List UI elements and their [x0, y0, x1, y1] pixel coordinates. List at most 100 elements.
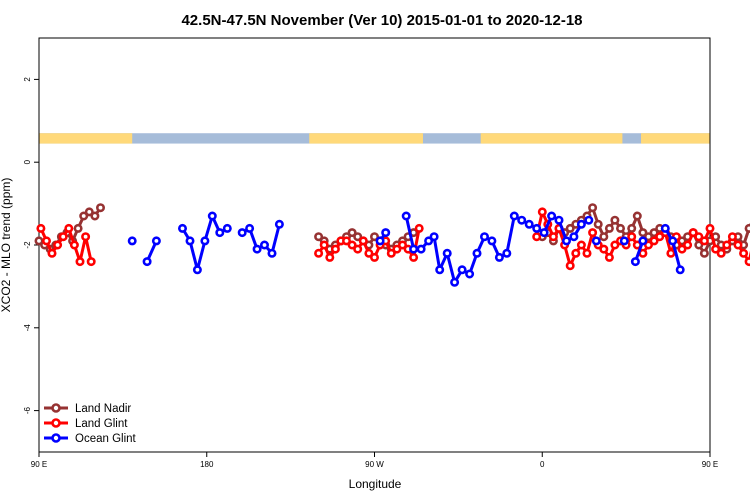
data-point	[722, 240, 732, 250]
data-point	[744, 223, 750, 233]
y-tick-label-0: 2	[23, 77, 32, 82]
data-point	[615, 223, 625, 233]
x-tick-label-4: 90 E	[702, 460, 718, 469]
data-point	[548, 232, 558, 242]
x-tick-label-3: 0	[540, 460, 545, 469]
data-point	[649, 228, 659, 238]
legend-item-1: Land Glint	[44, 418, 128, 430]
data-point	[325, 252, 335, 262]
data-point	[397, 240, 407, 250]
data-point	[649, 236, 659, 246]
data-point	[638, 236, 648, 246]
data-point	[215, 228, 225, 238]
data-point	[571, 248, 581, 258]
data-point	[435, 265, 445, 275]
data-point	[207, 211, 217, 221]
y-tick-label-3: -4	[23, 324, 32, 332]
data-point	[274, 219, 284, 229]
legend-item-0: Land Nadir	[44, 403, 131, 415]
x-axis-label: Longitude	[349, 477, 402, 491]
data-point	[569, 232, 579, 242]
chart-title: 42.5N-47.5N November (Ver 10) 2015-01-01…	[181, 12, 582, 29]
data-point	[655, 232, 665, 242]
data-point	[532, 223, 542, 233]
data-point	[694, 240, 704, 250]
data-point	[358, 236, 368, 246]
data-point	[547, 211, 557, 221]
data-point	[532, 232, 542, 242]
series-line	[404, 214, 590, 284]
series-line	[39, 226, 93, 264]
legend: Land Nadir Land Glint Ocean Glint	[44, 403, 137, 445]
series-ocean-glint	[127, 211, 685, 287]
data-point	[64, 223, 74, 233]
series-land-glint	[36, 207, 750, 271]
y-axis-ticks: 2 0 -2 -4 -6	[23, 77, 39, 414]
data-point	[509, 211, 519, 221]
data-point	[58, 232, 68, 242]
data-point	[414, 223, 424, 233]
data-point	[314, 232, 324, 242]
data-point	[75, 257, 85, 267]
x-tick-label-1: 180	[200, 460, 214, 469]
data-point	[353, 232, 363, 242]
data-point	[429, 232, 439, 242]
legend-label: Land Nadir	[75, 403, 131, 415]
data-point	[353, 244, 363, 254]
data-point	[627, 232, 637, 242]
legend-marker	[51, 403, 61, 413]
data-point	[643, 232, 653, 242]
data-point	[245, 223, 255, 233]
data-point	[442, 248, 452, 258]
plot-border	[38, 37, 711, 453]
data-point	[192, 265, 202, 275]
data-point	[537, 207, 547, 217]
data-point	[252, 244, 262, 254]
data-point	[178, 223, 188, 233]
x-tick-label-0: 90 E	[31, 460, 47, 469]
data-point	[524, 219, 534, 229]
data-point	[381, 228, 391, 238]
data-point	[561, 236, 571, 246]
data-point	[457, 265, 467, 275]
data-point	[668, 236, 678, 246]
data-point	[392, 244, 402, 254]
land-strip-2	[480, 133, 623, 144]
data-point	[610, 215, 620, 225]
land-ocean-strip	[39, 133, 710, 144]
data-point	[96, 203, 106, 213]
data-point	[450, 277, 460, 287]
data-point	[472, 248, 482, 258]
data-point	[127, 236, 137, 246]
data-point	[330, 244, 340, 254]
data-point	[409, 252, 419, 262]
data-point	[666, 248, 676, 258]
data-point	[479, 232, 489, 242]
data-point	[727, 232, 737, 242]
data-point	[341, 236, 351, 246]
data-point	[565, 223, 575, 233]
data-point	[424, 236, 434, 246]
data-point	[90, 211, 100, 221]
legend-label: Ocean Glint	[75, 433, 137, 445]
data-point	[705, 223, 715, 233]
data-point	[638, 228, 648, 238]
data-point	[699, 236, 709, 246]
data-point	[375, 236, 385, 246]
data-point	[591, 236, 601, 246]
data-point	[565, 261, 575, 271]
data-point	[554, 215, 564, 225]
data-point	[36, 223, 46, 233]
land-strip-3	[641, 133, 710, 144]
data-point	[699, 248, 709, 258]
legend-marker	[51, 433, 61, 443]
x-tick-label-2: 90 W	[365, 460, 384, 469]
data-point	[401, 211, 411, 221]
data-point	[41, 236, 51, 246]
data-point	[185, 236, 195, 246]
data-point	[487, 236, 497, 246]
data-point	[369, 232, 379, 242]
data-point	[610, 240, 620, 250]
data-point	[582, 248, 592, 258]
